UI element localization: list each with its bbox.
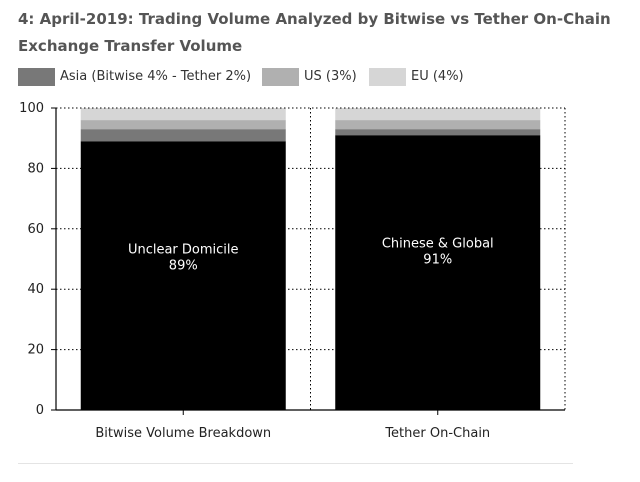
- bar-segment-us-1: [80, 120, 286, 130]
- legend-label-us: US (3%): [304, 69, 357, 84]
- legend-swatch-asia: [18, 68, 55, 86]
- bar-label-text-2: Chinese & Global: [382, 237, 494, 252]
- bar-segment-eu-1: [80, 108, 286, 121]
- chart-title: 4: April-2019: Trading Volume Analyzed b…: [18, 10, 611, 55]
- bar-label-value-2: 91%: [423, 253, 452, 268]
- bottom-divider: [18, 463, 573, 464]
- bar-segment-us-2: [335, 120, 541, 130]
- bar-label-value-1: 89%: [169, 259, 198, 274]
- bar-segment-eu-2: [335, 108, 541, 121]
- y-tick-label-0: 0: [36, 403, 44, 418]
- legend-swatch-us: [262, 68, 299, 86]
- x-tick-label-2: Tether On-Chain: [384, 426, 490, 441]
- y-tick-label-3: 60: [27, 222, 44, 237]
- y-tick-label-2: 40: [27, 282, 44, 297]
- bar-label-text-1: Unclear Domicile: [128, 243, 239, 258]
- legend-swatch-eu: [369, 68, 406, 86]
- bar-segment-asia-1: [80, 129, 286, 142]
- legend-label-asia: Asia (Bitwise 4% - Tether 2%): [60, 69, 252, 84]
- bar-segment-main-2: [335, 135, 541, 410]
- legend-label-eu: EU (4%): [411, 69, 464, 84]
- bar-segment-main-1: [80, 141, 286, 410]
- y-tick-label-5: 100: [19, 101, 44, 116]
- x-tick-label-1: Bitwise Volume Breakdown: [95, 426, 271, 441]
- y-tick-label-1: 20: [27, 343, 44, 358]
- bar-segment-asia-2: [335, 129, 541, 136]
- y-tick-label-4: 80: [27, 161, 44, 176]
